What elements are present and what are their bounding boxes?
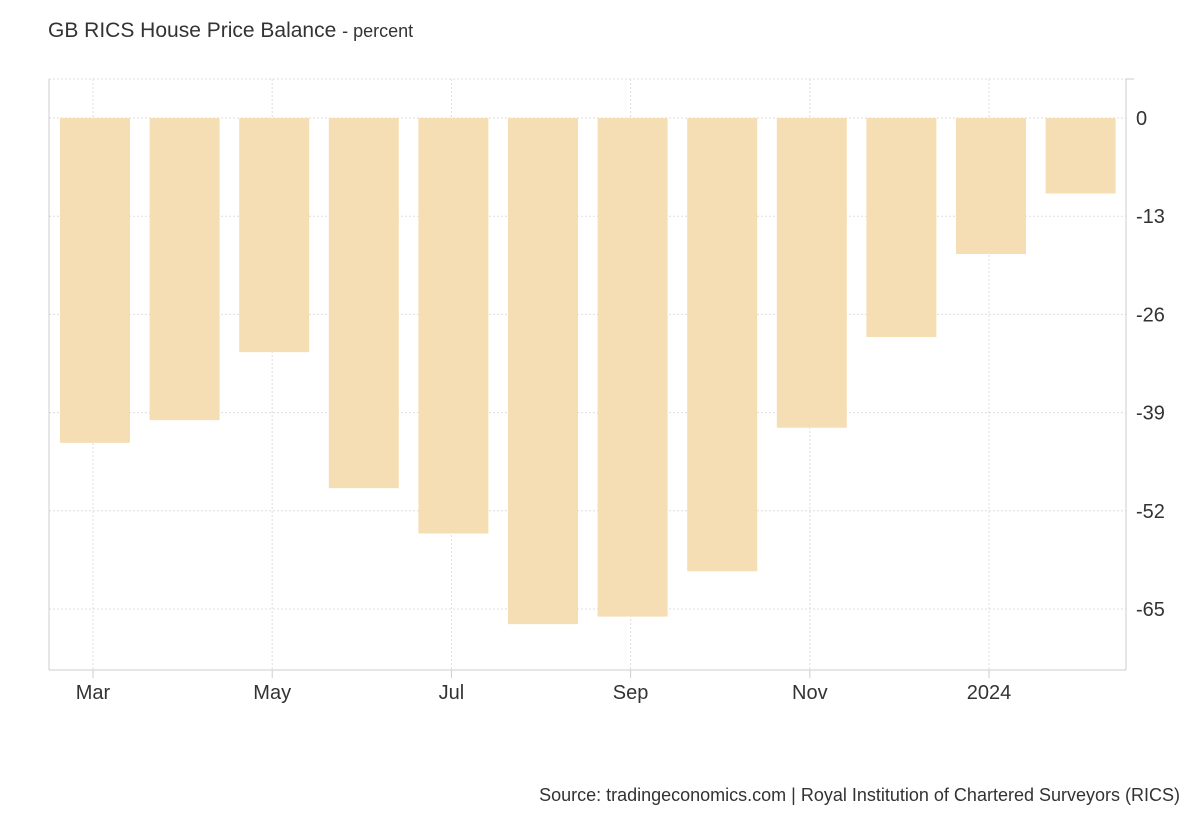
bar-jan-2024[interactable]: Jan 2024: -18: [956, 118, 1026, 254]
bar-feb-2024[interactable]: Feb 2024: -10: [1045, 118, 1116, 194]
source-note: Source: tradingeconomics.com | Royal Ins…: [539, 785, 1180, 805]
chart-title: GB RICS House Price Balance - percent: [48, 19, 413, 43]
y-tick-label: -65: [1136, 599, 1165, 621]
x-tick-label: Nov: [792, 682, 828, 704]
y-tick-label: -39: [1136, 403, 1165, 425]
bar-jun-2023[interactable]: Jun 2023: -49: [328, 118, 399, 489]
bar-mar-2023[interactable]: Mar 2023: -43: [60, 118, 130, 443]
bar-apr-2023[interactable]: Apr 2023: -40: [149, 118, 220, 421]
title-text: GB RICS House Price Balance: [48, 19, 337, 42]
chart-subtitle: - percent: [342, 21, 414, 41]
y-tick-label: -13: [1136, 206, 1165, 228]
y-tick-label: -52: [1136, 501, 1165, 523]
bar-dec-2023[interactable]: Dec 2023: -29: [866, 118, 937, 338]
x-tick-label: Sep: [613, 682, 649, 704]
x-tick-label: May: [253, 682, 291, 704]
bar-sep-2023[interactable]: Sep 2023: -66: [597, 118, 668, 617]
y-tick-label: 0: [1136, 108, 1147, 130]
bar-jul-2023[interactable]: Jul 2023: -55: [418, 118, 489, 534]
bar-aug-2023[interactable]: Aug 2023: -67: [508, 118, 578, 625]
x-tick-label: 2024: [967, 682, 1012, 704]
bar-may-2023[interactable]: May 2023: -31: [239, 118, 310, 353]
bar-oct-2023[interactable]: Oct 2023: -60: [687, 118, 758, 572]
x-tick-label: Jul: [439, 682, 465, 704]
x-tick-label: Mar: [76, 682, 111, 704]
y-tick-label: -26: [1136, 304, 1165, 326]
bar-nov-2023[interactable]: Nov 2023: -41: [776, 118, 847, 428]
